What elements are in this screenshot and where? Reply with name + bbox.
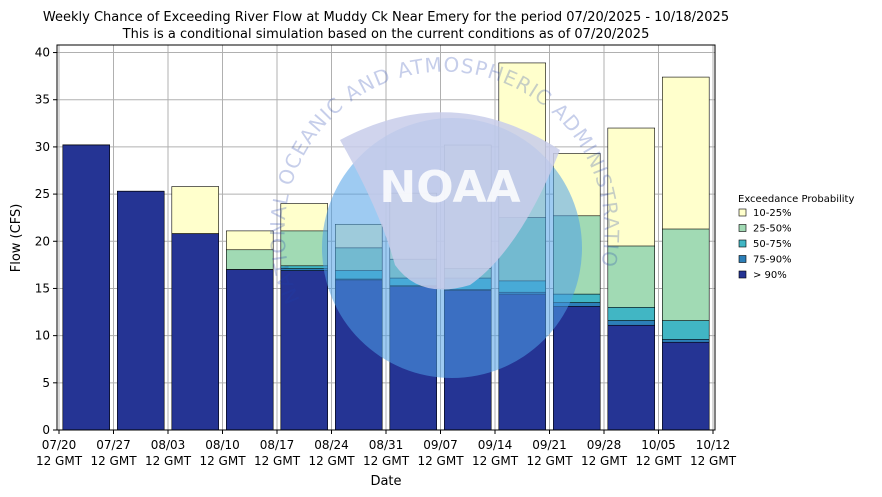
x-tick-date: 08/17: [260, 438, 295, 452]
y-tick-label: 0: [42, 423, 50, 437]
x-tick-date: 08/10: [205, 438, 240, 452]
x-tick-date: 08/03: [151, 438, 186, 452]
legend-label: 10-25%: [753, 208, 792, 219]
x-tick-time: 12 GMT: [36, 454, 83, 468]
legend-label: 75-90%: [753, 255, 792, 266]
noaa-logo-text: NOAA: [379, 162, 520, 213]
x-tick-date: 07/27: [96, 438, 131, 452]
legend-label: 50-75%: [753, 239, 792, 250]
x-tick-date: 09/14: [478, 438, 513, 452]
legend-label: > 90%: [753, 270, 787, 281]
bar-90-2: [171, 233, 219, 431]
noaa-logo-bird: [340, 112, 560, 290]
x-tick-time: 12 GMT: [635, 454, 682, 468]
bar-90-3: [226, 269, 274, 431]
x-tick-time: 12 GMT: [363, 454, 410, 468]
legend-title: Exceedance Probability: [738, 194, 854, 205]
bar-90-4: [280, 270, 328, 431]
bar-90-11: [662, 341, 710, 431]
x-axis-label: Date: [370, 474, 401, 489]
x-tick-date: 08/31: [369, 438, 404, 452]
bar-90-10: [607, 324, 655, 431]
x-tick-time: 12 GMT: [199, 454, 246, 468]
x-tick-date: 09/07: [423, 438, 458, 452]
y-tick-label: 5: [42, 376, 50, 390]
y-tick-label: 30: [35, 140, 50, 154]
x-tick-date: 10/12: [696, 438, 731, 452]
x-tick-date: 07/20: [42, 438, 77, 452]
chart-title: Weekly Chance of Exceeding River Flow at…: [43, 10, 729, 25]
legend-label: 25-50%: [753, 224, 792, 235]
x-tick-time: 12 GMT: [90, 454, 137, 468]
bar-90-0: [62, 144, 110, 431]
chart-subtitle: This is a conditional simulation based o…: [122, 27, 650, 42]
x-tick-time: 12 GMT: [145, 454, 192, 468]
legend: Exceedance Probability 10-25% 25-50% 50-75…: [738, 194, 854, 281]
y-tick-label: 25: [35, 187, 50, 201]
x-tick-date: 08/24: [314, 438, 349, 452]
legend-swatch: [738, 239, 747, 248]
x-tick-time: 12 GMT: [472, 454, 519, 468]
bar-90-9: [553, 306, 601, 431]
x-tick-time: 12 GMT: [526, 454, 573, 468]
legend-swatch: [738, 208, 747, 217]
y-axis-label: Flow (CFS): [9, 204, 24, 273]
y-tick-label: 35: [35, 93, 50, 107]
x-axis: 07/20 12 GMT 07/27 12 GMT 08/03 12 GMT 08/10 12…: [36, 430, 737, 468]
x-tick-date: 10/05: [641, 438, 676, 452]
bar-90-1: [117, 190, 165, 431]
x-tick-date: 09/28: [587, 438, 622, 452]
y-axis: 0 5 10 15 20 25 30 35 40: [35, 46, 57, 437]
x-tick-time: 12 GMT: [690, 454, 737, 468]
y-tick-label: 10: [35, 329, 50, 343]
x-tick-time: 12 GMT: [308, 454, 355, 468]
x-tick-time: 12 GMT: [581, 454, 628, 468]
x-tick-time: 12 GMT: [417, 454, 464, 468]
legend-swatch: [738, 255, 747, 263]
bars-group: [62, 62, 710, 431]
legend-swatch: [738, 224, 747, 232]
x-tick-date: 09/21: [532, 438, 567, 452]
y-tick-label: 15: [35, 281, 50, 295]
legend-swatch: [738, 270, 747, 279]
x-tick-time: 12 GMT: [254, 454, 301, 468]
y-tick-label: 40: [35, 46, 50, 60]
y-tick-label: 20: [35, 234, 50, 248]
